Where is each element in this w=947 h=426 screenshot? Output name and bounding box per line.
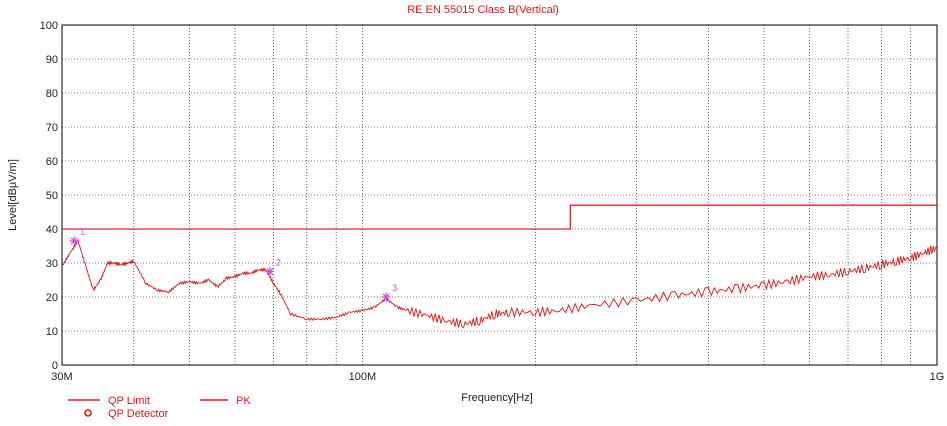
series-layer: [61, 204, 938, 328]
y-tick-label: 10: [46, 326, 58, 338]
y-tick-label: 20: [46, 292, 58, 304]
peak-marker-1: 1: [69, 227, 85, 246]
peak-marker-3: 3: [381, 283, 397, 302]
pk-series-line: [61, 238, 938, 328]
legend-qp-limit-label: QP Limit: [108, 395, 150, 407]
y-axis-ticks: 0 10 20 30 40 50 60 70 80 90 100: [40, 20, 58, 372]
grid: [62, 25, 937, 365]
y-axis-label: Level[dBμV/m]: [7, 159, 19, 231]
marker-label: 1: [80, 227, 85, 237]
legend-qp-detector-label: QP Detector: [108, 408, 169, 420]
x-tick-label: 1G: [930, 371, 945, 383]
plot-area: [61, 24, 938, 366]
marker-label: 3: [392, 283, 397, 293]
qp-limit-line: [62, 204, 937, 230]
marker-label: 2: [276, 258, 281, 268]
legend-qp-detector-swatch: [84, 409, 92, 417]
y-tick-label: 60: [46, 156, 58, 168]
y-tick-label: 100: [40, 20, 58, 32]
marker-star-stroke: [382, 293, 390, 301]
x-axis-label: Frequency[Hz]: [461, 392, 533, 404]
y-tick-label: 50: [46, 190, 58, 202]
y-tick-label: 0: [52, 360, 58, 372]
marker-star-stroke: [70, 237, 78, 245]
y-tick-label: 40: [46, 224, 58, 236]
x-tick-label: 100M: [349, 371, 377, 383]
y-tick-label: 90: [46, 54, 58, 66]
legend-pk-label: PK: [236, 395, 251, 407]
y-tick-label: 30: [46, 258, 58, 270]
legend: QP Limit PK QP Detector: [68, 395, 251, 420]
chart-title: RE EN 55015 Class B(Vertical): [407, 4, 559, 16]
x-axis-ticks: 30M 100M 1G: [51, 371, 944, 383]
y-tick-label: 70: [46, 122, 58, 134]
peak-marker-2: 2: [265, 258, 281, 276]
marker-star-stroke: [266, 267, 274, 276]
x-tick-label: 30M: [51, 371, 72, 383]
marker-layer: 1 2 3: [69, 227, 397, 302]
y-tick-label: 80: [46, 88, 58, 100]
